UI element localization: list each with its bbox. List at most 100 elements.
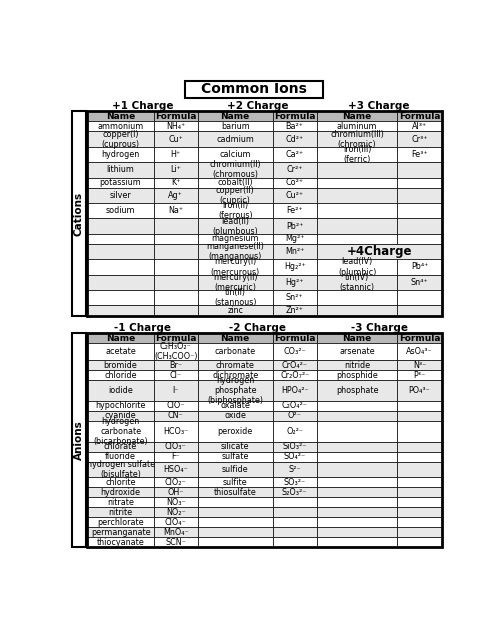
Text: Pb²⁺: Pb²⁺ bbox=[286, 221, 303, 230]
Bar bbox=[397, 131, 442, 147]
Text: hydroxide: hydroxide bbox=[100, 488, 141, 497]
Text: Formula: Formula bbox=[399, 333, 440, 342]
Text: SiO₃²⁻: SiO₃²⁻ bbox=[283, 442, 307, 451]
Text: sulfite: sulfite bbox=[223, 477, 248, 486]
Text: ClO₃⁻: ClO₃⁻ bbox=[165, 442, 187, 451]
Text: thiocyanate: thiocyanate bbox=[97, 538, 145, 547]
Bar bbox=[88, 333, 442, 547]
Text: NH₄⁺: NH₄⁺ bbox=[166, 122, 186, 131]
Bar bbox=[397, 218, 442, 234]
Text: peroxide: peroxide bbox=[218, 427, 253, 436]
Bar bbox=[198, 411, 273, 421]
Bar bbox=[88, 188, 154, 203]
Text: N³⁻: N³⁻ bbox=[413, 361, 426, 370]
Bar bbox=[88, 527, 154, 537]
Bar bbox=[273, 452, 317, 462]
Text: lead(II)
(plumbous): lead(II) (plumbous) bbox=[212, 217, 258, 236]
Bar bbox=[273, 343, 317, 360]
Bar bbox=[88, 305, 154, 316]
Text: Al³⁺: Al³⁺ bbox=[412, 122, 427, 131]
Text: copper(II)
(cupric): copper(II) (cupric) bbox=[216, 186, 254, 205]
Text: +4Charge: +4Charge bbox=[346, 245, 412, 258]
Text: SCN⁻: SCN⁻ bbox=[165, 538, 186, 547]
Bar bbox=[273, 462, 317, 477]
Bar bbox=[397, 442, 442, 452]
Bar bbox=[317, 333, 397, 343]
Bar bbox=[88, 452, 154, 462]
Bar bbox=[154, 452, 198, 462]
Bar bbox=[317, 497, 397, 508]
Text: Common Ions: Common Ions bbox=[201, 82, 306, 96]
Text: Li⁺: Li⁺ bbox=[170, 166, 181, 175]
Text: Formula: Formula bbox=[155, 333, 197, 342]
Bar bbox=[154, 477, 198, 487]
Bar bbox=[88, 477, 154, 487]
Bar bbox=[317, 234, 397, 244]
Bar bbox=[273, 477, 317, 487]
Bar bbox=[154, 411, 198, 421]
Text: CN⁻: CN⁻ bbox=[168, 412, 184, 420]
Text: oxide: oxide bbox=[224, 412, 246, 420]
Bar bbox=[397, 111, 442, 122]
Bar bbox=[154, 370, 198, 380]
Text: hydrogen: hydrogen bbox=[101, 150, 140, 159]
Text: cobalt(II): cobalt(II) bbox=[217, 178, 253, 187]
Text: barium: barium bbox=[221, 122, 249, 131]
Bar bbox=[273, 360, 317, 370]
Bar bbox=[88, 147, 154, 163]
Bar bbox=[317, 487, 397, 497]
Text: nitride: nitride bbox=[344, 361, 370, 370]
Text: aluminum: aluminum bbox=[337, 122, 377, 131]
Bar bbox=[317, 421, 397, 442]
Text: chloride: chloride bbox=[104, 371, 137, 380]
Bar bbox=[317, 360, 397, 370]
Bar bbox=[317, 203, 397, 218]
Bar bbox=[273, 517, 317, 527]
Text: lithium: lithium bbox=[106, 166, 135, 175]
Text: silver: silver bbox=[110, 191, 132, 200]
Bar bbox=[273, 259, 317, 275]
Text: +3 Charge: +3 Charge bbox=[348, 102, 410, 111]
Bar bbox=[154, 360, 198, 370]
Bar bbox=[154, 401, 198, 411]
Bar bbox=[317, 508, 397, 517]
Text: Co²⁺: Co²⁺ bbox=[286, 178, 304, 187]
Bar bbox=[198, 244, 273, 259]
Bar bbox=[154, 487, 198, 497]
Bar bbox=[154, 497, 198, 508]
Bar bbox=[397, 163, 442, 178]
Text: +1 Charge: +1 Charge bbox=[112, 102, 173, 111]
Bar bbox=[397, 508, 442, 517]
Text: Name: Name bbox=[106, 333, 135, 342]
Bar bbox=[317, 452, 397, 462]
Text: Name: Name bbox=[221, 112, 250, 121]
Text: magnesium: magnesium bbox=[211, 234, 259, 243]
Text: Name: Name bbox=[221, 333, 250, 342]
Text: Anions: Anions bbox=[74, 420, 84, 460]
Bar bbox=[154, 442, 198, 452]
Bar bbox=[273, 178, 317, 188]
Text: Cr₂O₇²⁻: Cr₂O₇²⁻ bbox=[280, 371, 309, 380]
Text: iron(III)
(ferric): iron(III) (ferric) bbox=[343, 145, 371, 164]
Bar bbox=[154, 517, 198, 527]
Bar bbox=[198, 517, 273, 527]
Text: O₂²⁻: O₂²⁻ bbox=[286, 427, 303, 436]
Bar bbox=[198, 370, 273, 380]
Bar bbox=[317, 259, 397, 275]
Text: HPO₄²⁻: HPO₄²⁻ bbox=[281, 386, 308, 395]
Text: chromium(II)
(chromous): chromium(II) (chromous) bbox=[209, 161, 261, 179]
Text: Na⁺: Na⁺ bbox=[168, 206, 183, 215]
Text: Cl⁻: Cl⁻ bbox=[170, 371, 182, 380]
Text: Zn²⁺: Zn²⁺ bbox=[286, 306, 304, 315]
Text: mercury(I)
(mercurous): mercury(I) (mercurous) bbox=[210, 257, 260, 276]
Text: -1 Charge: -1 Charge bbox=[114, 323, 171, 333]
Text: MnO₄⁻: MnO₄⁻ bbox=[163, 528, 189, 537]
Bar bbox=[88, 401, 154, 411]
Bar bbox=[198, 421, 273, 442]
Bar bbox=[397, 380, 442, 401]
Bar bbox=[273, 411, 317, 421]
Text: tin(II)
(stannous): tin(II) (stannous) bbox=[214, 288, 256, 307]
Bar bbox=[154, 111, 198, 122]
Bar bbox=[88, 462, 154, 477]
Bar bbox=[88, 517, 154, 527]
